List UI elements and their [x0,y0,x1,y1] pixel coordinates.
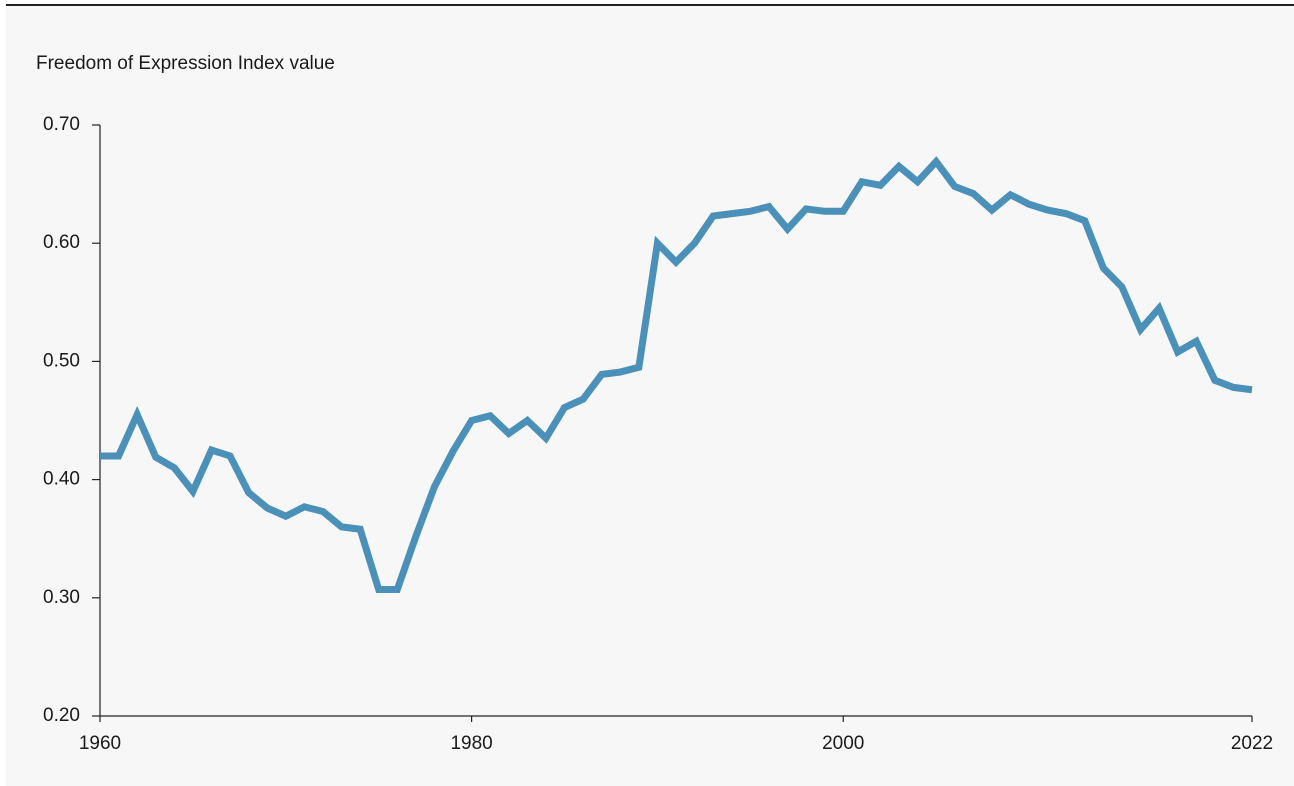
y-tick-label: 0.60 [43,232,80,253]
y-tick-label: 0.50 [43,350,80,371]
y-tick-label: 0.20 [43,705,80,726]
x-tick-label: 1960 [79,733,121,754]
x-tick-label: 2000 [822,733,864,754]
y-tick-label: 0.30 [43,587,80,608]
x-tick-label: 1980 [450,733,492,754]
x-tick-label: 2022 [1231,733,1273,754]
line-series [100,156,1253,594]
y-tick-label: 0.40 [43,469,80,490]
y-tick-label: 0.70 [43,114,80,135]
panel [6,6,1294,786]
y-axis-label: Freedom of Expression Index value [36,53,335,74]
